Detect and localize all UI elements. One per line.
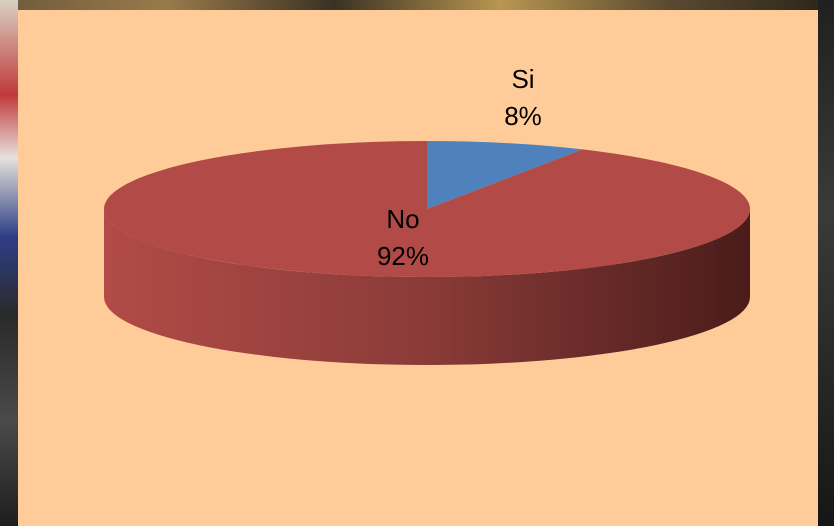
data-label-si-percent: 8% [504, 101, 542, 131]
data-label-si-category: Si [511, 64, 534, 94]
data-label-no-category: No [386, 204, 419, 234]
data-label-no-percent: 92% [377, 241, 429, 271]
